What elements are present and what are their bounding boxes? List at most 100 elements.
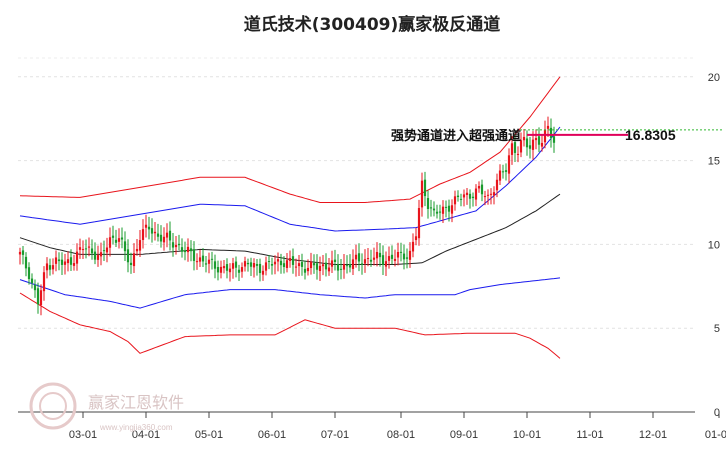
candle-body [462, 194, 466, 198]
candle-body [285, 260, 289, 268]
candle-body [96, 255, 100, 260]
candle-body [180, 247, 184, 252]
candle-body [474, 188, 478, 200]
candle-body [243, 261, 247, 267]
candle-body [153, 231, 157, 234]
inner-upper-band [19, 126, 561, 232]
candle-body [258, 263, 262, 274]
watermark-text: 赢家江恩软件 [88, 393, 184, 412]
candle-body [345, 265, 349, 267]
candle-body [498, 170, 502, 181]
candle-body [327, 267, 331, 272]
candle-body [252, 263, 256, 268]
candle-body [21, 250, 25, 255]
candle-body [507, 155, 511, 174]
x-tick-label: 08-01 [387, 429, 415, 441]
candle-body [354, 254, 358, 260]
candle-body [486, 194, 490, 196]
watermark: 赢家江恩软件 www.yingjia360.com [29, 382, 184, 432]
candle-body [105, 247, 109, 253]
candle-body [111, 235, 115, 238]
candle-body [294, 266, 298, 268]
candle-body [468, 193, 472, 199]
candle-body [219, 266, 223, 273]
candle-body [36, 288, 40, 305]
candle-body [237, 269, 241, 273]
candle-body [201, 255, 205, 262]
candle-body [108, 237, 112, 248]
candle-body [360, 263, 364, 265]
candle-body [213, 261, 217, 269]
candle-body [510, 143, 514, 155]
candle-body [537, 136, 541, 145]
candle-body [459, 198, 463, 200]
candle-body [516, 153, 520, 155]
candle-body [135, 248, 139, 252]
candle-body [162, 236, 166, 243]
candle-body [426, 198, 430, 209]
candle-body [339, 268, 343, 270]
candle-body [168, 230, 172, 241]
candle-body [87, 246, 91, 248]
candle-body [207, 259, 211, 264]
candle-body [270, 264, 274, 266]
candle-body [549, 127, 553, 138]
candle-body [210, 258, 214, 260]
candle-body [288, 258, 292, 261]
x-tick-label: 11-01 [576, 429, 603, 441]
candle-body [18, 251, 22, 255]
candle-body [333, 259, 337, 263]
candle-body [141, 229, 145, 240]
x-tick-label: 05-01 [195, 429, 223, 441]
candle-body [492, 192, 496, 196]
candle-body [51, 265, 55, 270]
candle-body [147, 226, 151, 230]
candle-body [408, 250, 412, 260]
candle-body [156, 233, 160, 237]
candle-body [102, 250, 106, 252]
candle-body [174, 244, 178, 248]
x-tick-label: 10-01 [513, 429, 541, 441]
candle-body [192, 249, 196, 261]
candle-body [204, 263, 208, 265]
candle-body [393, 258, 397, 261]
chart-title: 道氏技术(300409)赢家极反通道 [244, 14, 501, 35]
candle-body [261, 270, 265, 275]
candle-body [483, 196, 487, 198]
candle-body [177, 243, 181, 246]
y-axis-ticks: 20 15 10 5 0 [708, 72, 720, 419]
candle-body [378, 252, 382, 258]
y-tick-label: 0 [714, 407, 720, 419]
annotation-value: 16.8305 [625, 127, 676, 143]
candle-body [123, 241, 127, 252]
candle-body [300, 262, 304, 267]
candle-body [513, 142, 517, 153]
candle-body [240, 267, 244, 272]
candle-body [318, 265, 322, 271]
x-tick-label: 12-01 [639, 429, 667, 441]
candle-body [522, 136, 526, 141]
candle-body [552, 136, 556, 143]
candle-body [198, 257, 202, 262]
candle-body [495, 179, 499, 191]
candle-body [57, 259, 61, 262]
candle-body [450, 205, 454, 214]
candle-body [159, 234, 163, 242]
candle-body [420, 180, 424, 208]
candle-body [39, 290, 43, 306]
candle-body [390, 254, 394, 259]
inner-lower-band [19, 277, 561, 309]
candle-body [315, 263, 319, 270]
candle-body [186, 246, 190, 253]
candle-body [90, 248, 94, 254]
candle-body [309, 261, 313, 269]
candle-body [27, 267, 31, 280]
candle-body [183, 250, 187, 253]
candle-body [366, 258, 370, 260]
candle-body [114, 239, 118, 243]
candle-body [477, 186, 481, 189]
candle-body [453, 196, 457, 205]
candle-body [429, 207, 433, 209]
candle-body [372, 257, 376, 260]
candle-body [81, 249, 85, 251]
